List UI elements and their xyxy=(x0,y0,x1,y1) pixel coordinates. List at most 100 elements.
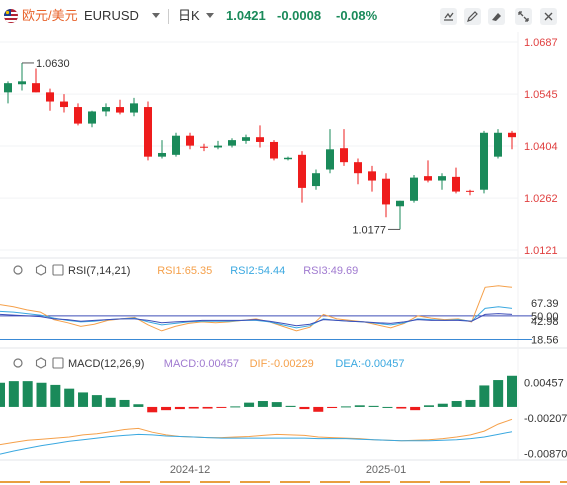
macd-histogram-bar xyxy=(230,406,241,408)
candle-body xyxy=(158,152,166,157)
indicator-tool-icon[interactable] xyxy=(440,8,457,25)
visibility-eye-icon xyxy=(13,358,23,368)
macd-histogram-bar xyxy=(465,399,476,407)
macd-histogram-bar xyxy=(271,402,282,407)
erase-icon[interactable] xyxy=(488,8,505,25)
candle-body xyxy=(326,149,334,170)
header-divider xyxy=(168,9,169,24)
macd-histogram-bar xyxy=(423,405,434,407)
candle-body xyxy=(214,145,222,148)
settings-gear-icon xyxy=(35,357,47,369)
candle-body xyxy=(60,101,68,108)
pencil-icon[interactable] xyxy=(464,8,481,25)
candle-body xyxy=(116,107,124,113)
candle-body xyxy=(424,176,432,181)
price-axis-tick: 1.0687 xyxy=(524,37,558,49)
macd-histogram-bar xyxy=(147,406,158,413)
macd-histogram-bar xyxy=(36,382,47,407)
indicator-legend-item: MACD:0.00457 xyxy=(164,358,239,370)
x-axis-tick: 2025-01 xyxy=(366,464,406,476)
macd-histogram-bar xyxy=(451,401,462,407)
macd-histogram-bar xyxy=(437,403,448,407)
last-price: 1.0421 xyxy=(226,8,266,23)
candle-body xyxy=(88,111,96,124)
fullscreen-icon[interactable] xyxy=(515,8,532,25)
candle-body xyxy=(368,171,376,181)
macd-dea-line xyxy=(0,431,513,455)
macd-histogram-bar xyxy=(410,406,421,411)
candle-body xyxy=(396,200,404,207)
pair-name[interactable]: 欧元/美元 xyxy=(22,8,78,23)
candle-body xyxy=(494,132,502,157)
candle-body xyxy=(480,132,488,190)
symbol-label[interactable]: EURUSD xyxy=(84,8,139,23)
macd-histogram-bar xyxy=(119,399,130,407)
macd-histogram-bar xyxy=(257,401,268,407)
macd-histogram-bar xyxy=(285,405,296,407)
indicator-toggle-icon xyxy=(52,357,64,369)
candle-body xyxy=(200,146,208,148)
candle-body xyxy=(74,107,82,124)
candle-body xyxy=(466,190,474,192)
macd-histogram-bar xyxy=(327,406,338,409)
macd-histogram-bar xyxy=(202,406,213,409)
candle-body xyxy=(438,176,446,181)
macd-histogram-bar xyxy=(313,406,324,412)
chevron-down-icon[interactable] xyxy=(206,13,214,18)
chart-header: 欧元/美元 EURUSD 日K 1.0421 -0.0008 -0.08% xyxy=(0,0,567,32)
candle-body xyxy=(256,137,264,142)
timeframe-label[interactable]: 日K xyxy=(178,8,200,23)
price-axis-tick: 1.0262 xyxy=(524,193,558,205)
low-price-label: 1.0177 xyxy=(352,224,386,236)
indicator-toggle-icon xyxy=(52,264,64,276)
macd-histogram-bar xyxy=(161,406,172,411)
candle-body xyxy=(172,135,180,155)
macd-histogram-bar xyxy=(133,404,144,407)
macd-histogram-bar xyxy=(299,406,310,410)
macd-histogram-bar xyxy=(493,380,504,407)
macd-axis-tick: -0.00207 xyxy=(524,413,567,425)
rsi-axis-tick: 67.39 xyxy=(531,298,559,310)
candle-body xyxy=(452,176,460,192)
macd-histogram-bar xyxy=(91,395,102,407)
macd-histogram-bar xyxy=(50,384,61,407)
macd-histogram-bar xyxy=(354,405,365,407)
macd-histogram-bar xyxy=(396,406,407,409)
macd-histogram-bar xyxy=(340,406,351,408)
chevron-down-icon[interactable] xyxy=(152,13,160,18)
flag-icon xyxy=(4,9,18,23)
indicator-legend-item: DIF:-0.00229 xyxy=(250,358,314,370)
rsi-series-line xyxy=(0,313,513,327)
rsi-series-line xyxy=(0,306,513,329)
indicator-label: RSI(7,14,21) xyxy=(68,265,130,277)
indicator-legend-item: RSI2:54.44 xyxy=(230,265,285,277)
candle-body xyxy=(102,107,110,112)
macd-axis-tick: -0.00870 xyxy=(524,449,567,461)
macd-histogram-bar xyxy=(78,392,89,407)
macd-histogram-bar xyxy=(244,402,255,407)
indicator-label: MACD(12,26,9) xyxy=(68,358,144,370)
macd-histogram-bar xyxy=(22,381,33,407)
x-axis-tick: 2024-12 xyxy=(170,464,210,476)
visibility-eye-icon xyxy=(13,265,23,275)
macd-axis-tick: 0.00457 xyxy=(524,377,564,389)
macd-histogram-bar xyxy=(0,382,5,407)
candle-body xyxy=(354,162,362,174)
macd-histogram-bar xyxy=(64,388,75,407)
indicator-legend-item: DEA:-0.00457 xyxy=(335,358,404,370)
indicator-legend-item: RSI1:65.35 xyxy=(157,265,212,277)
price-change-pct: -0.08% xyxy=(336,8,378,23)
price-axis-tick: 1.0121 xyxy=(524,245,558,257)
macd-histogram-bar xyxy=(479,385,490,407)
candle-body xyxy=(284,157,292,160)
price-axis-tick: 1.0404 xyxy=(524,141,558,153)
candle-body xyxy=(242,137,250,141)
candle-body xyxy=(340,148,348,163)
candle-body xyxy=(18,81,26,85)
candle-body xyxy=(228,140,236,146)
high-price-label: 1.0630 xyxy=(36,58,70,70)
candle-body xyxy=(32,83,40,93)
macd-histogram-bar xyxy=(507,375,517,407)
close-icon[interactable] xyxy=(540,8,557,25)
